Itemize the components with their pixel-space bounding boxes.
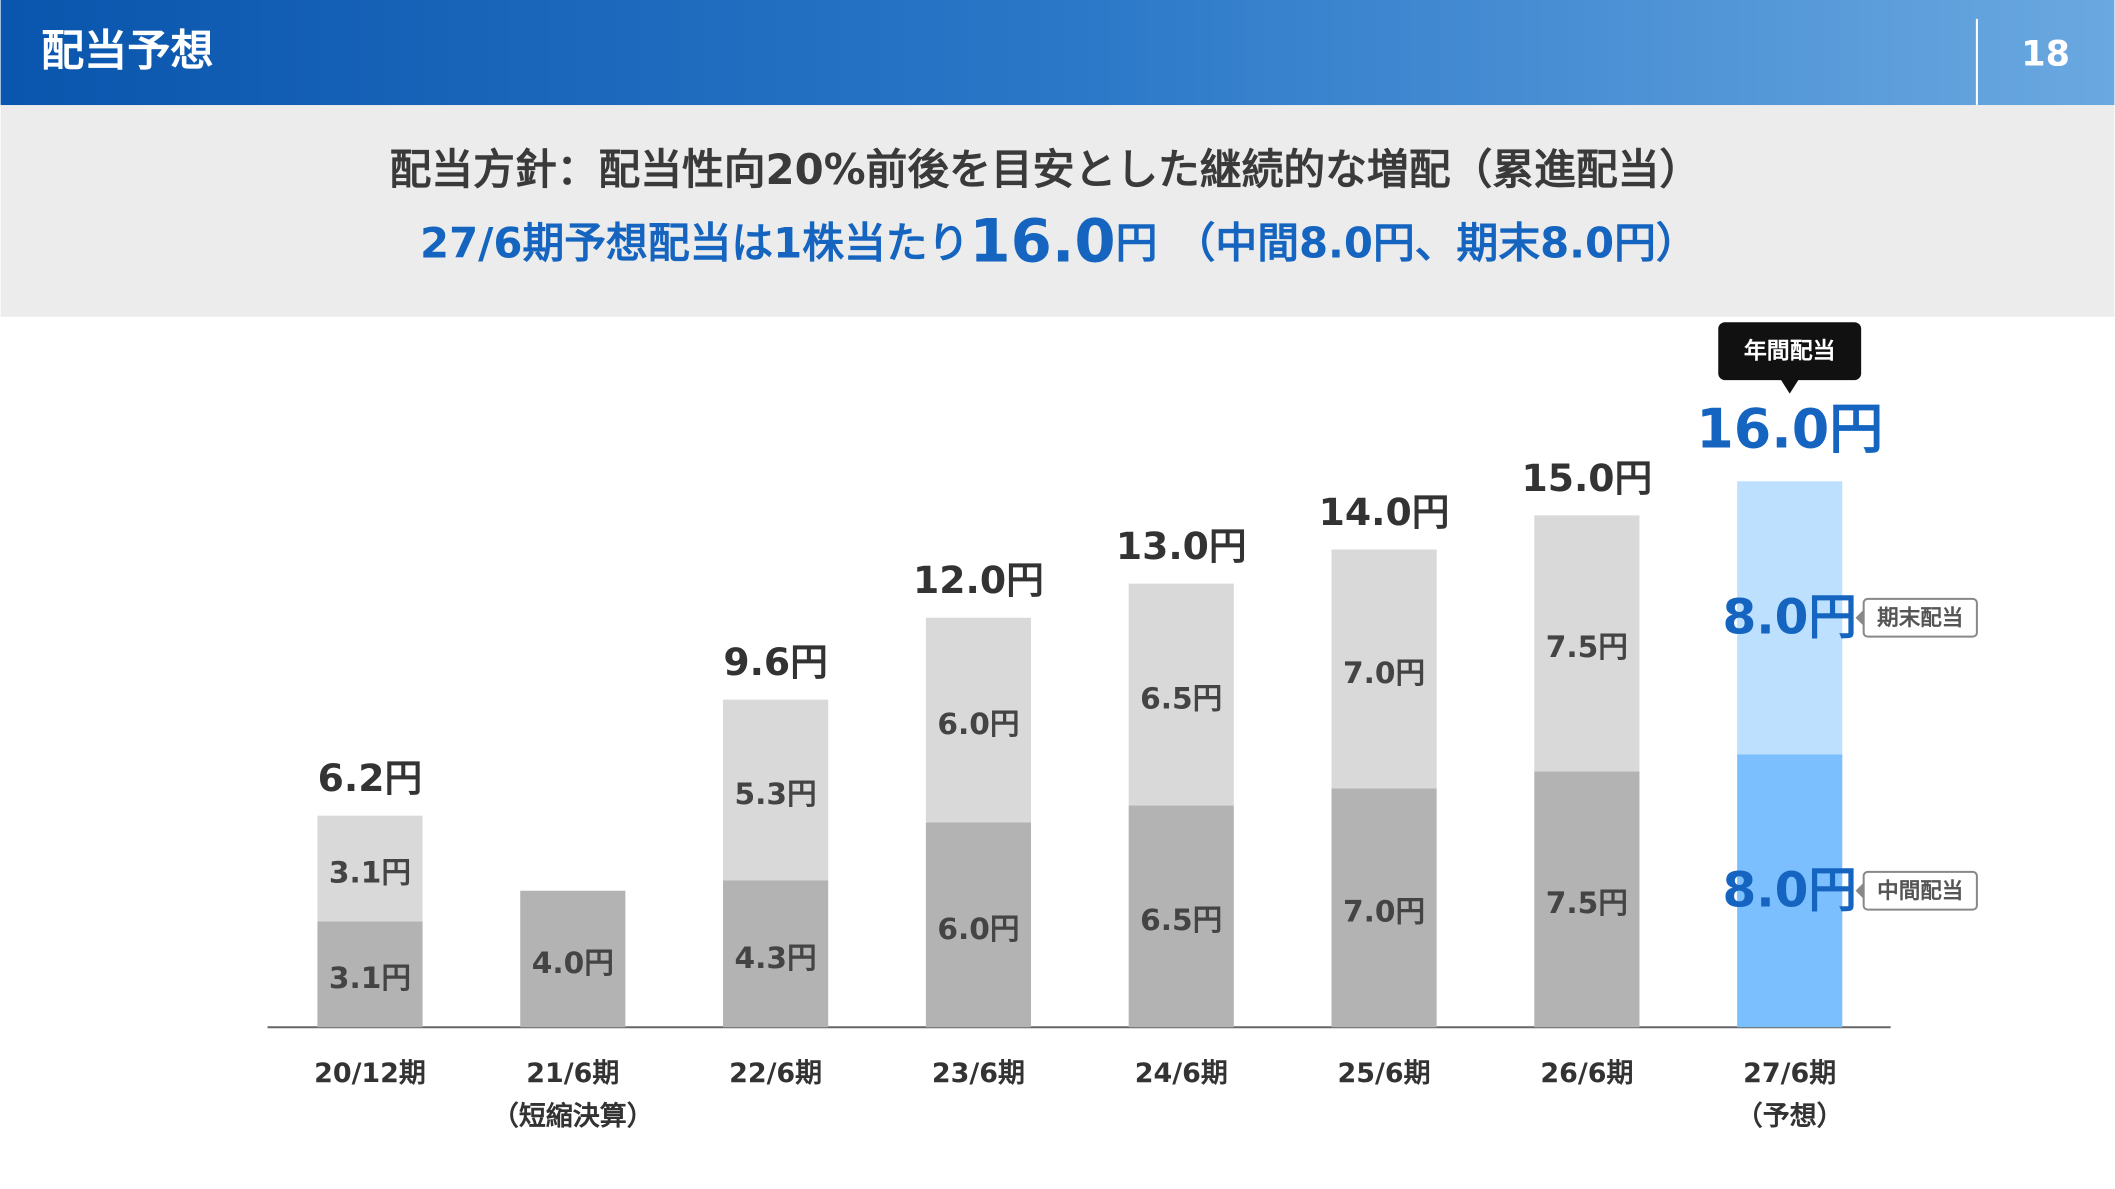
value-label: 8.0円	[1722, 589, 1856, 645]
x-tick-label: 21/6期	[526, 1058, 619, 1089]
banner	[0, 105, 2115, 317]
value-label: 4.3円	[735, 940, 817, 975]
total-label: 16.0円	[1696, 397, 1883, 460]
value-label: 6.5円	[1140, 902, 1222, 937]
total-label: 15.0円	[1521, 456, 1652, 500]
bar-segment	[1534, 515, 1640, 772]
legend-tag	[1862, 870, 1978, 911]
value-label: 7.5円	[1546, 885, 1628, 920]
legend-label: 中間配当	[1877, 879, 1963, 904]
forecast-line: 27/6期予想配当は1株当たり16.0円 （中間8.0円、期末8.0円）	[420, 206, 1698, 275]
forecast-unit: 円	[1116, 218, 1158, 267]
bar-segment	[1534, 771, 1640, 1028]
bar-segment	[723, 880, 829, 1028]
total-label: 14.0円	[1319, 490, 1450, 534]
bar-segment	[925, 822, 1032, 1028]
x-tick-label: 22/6期	[729, 1058, 822, 1089]
value-label: 4.0円	[532, 945, 614, 980]
legend-label: 期末配当	[1877, 606, 1963, 631]
x-tick-label: 26/6期	[1540, 1058, 1633, 1089]
policy-line: 配当方針：配当性向20%前後を目安とした継続的な増配（累進配当）	[390, 145, 1702, 194]
value-label: 3.1円	[329, 960, 411, 995]
bar-segment	[520, 890, 626, 1028]
value-label: 3.1円	[329, 854, 411, 889]
page-number: 18	[2021, 33, 2070, 74]
bar-segment	[1128, 805, 1234, 1028]
bar-segment	[1128, 583, 1234, 806]
total-label: 6.2円	[318, 756, 423, 800]
value-label: 6.5円	[1140, 680, 1222, 715]
total-label: 12.0円	[913, 558, 1044, 602]
legend-pointer	[1855, 882, 1864, 899]
x-tick-label: 24/6期	[1135, 1058, 1228, 1089]
value-label: 6.0円	[937, 911, 1019, 946]
x-tick-sublabel: （短縮決算）	[492, 1100, 654, 1132]
bar-segment	[317, 921, 423, 1028]
value-label: 6.0円	[937, 706, 1019, 741]
value-label: 7.0円	[1343, 655, 1425, 690]
bar-segment	[1737, 754, 1843, 1028]
forecast-amount: 16.0	[969, 206, 1115, 275]
total-label: 9.6円	[723, 640, 828, 684]
callout-text: 年間配当	[1744, 337, 1836, 364]
slide-title: 配当予想	[41, 26, 214, 76]
x-tick-label: 25/6期	[1338, 1058, 1431, 1089]
x-tick-label: 27/6期	[1743, 1058, 1836, 1089]
forecast-detail: （中間8.0円、期末8.0円）	[1174, 218, 1698, 267]
value-label: 5.3円	[735, 776, 817, 811]
x-tick-label: 20/12期	[314, 1058, 426, 1089]
total-label: 13.0円	[1116, 524, 1247, 568]
callout-box	[1718, 322, 1862, 381]
header-bar	[0, 0, 2115, 106]
legend-pointer	[1855, 609, 1864, 626]
bar-segment	[317, 815, 423, 922]
bar-segment	[925, 617, 1032, 823]
bar-segment	[1737, 481, 1843, 755]
x-tick-sublabel: （予想）	[1736, 1101, 1844, 1132]
value-label: 8.0円	[1722, 862, 1856, 918]
value-label: 7.5円	[1546, 629, 1628, 664]
bar-segment	[1331, 788, 1437, 1028]
bar-segment	[723, 699, 829, 881]
x-tick-label: 23/6期	[932, 1058, 1025, 1089]
value-label: 7.0円	[1343, 894, 1425, 929]
bar-segment	[1331, 549, 1437, 789]
legend-tag	[1862, 597, 1978, 638]
forecast-text: 27/6期予想配当は1株当たり	[420, 218, 969, 267]
callout-pointer	[1780, 378, 1800, 394]
